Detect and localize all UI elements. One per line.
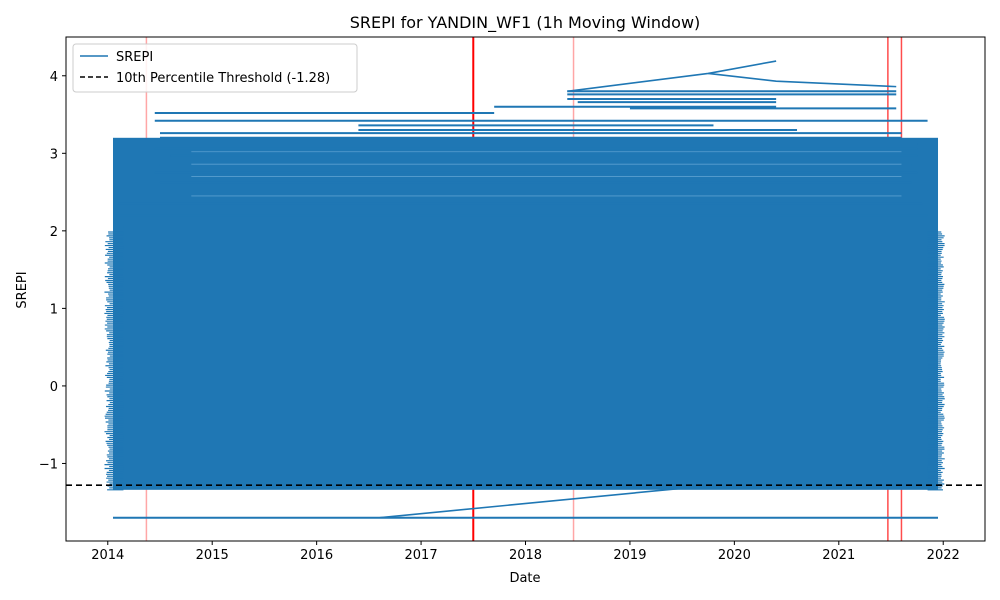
chart-title: SREPI for YANDIN_WF1 (1h Moving Window) (350, 13, 701, 33)
y-axis-ticks: −1 0 1 2 3 4 (39, 70, 66, 472)
x-tick-label: 2021 (822, 548, 855, 563)
x-tick-label: 2014 (91, 548, 124, 563)
x-tick-label: 2015 (196, 548, 229, 563)
x-tick-label: 2019 (613, 548, 646, 563)
x-tick-label: 2016 (300, 548, 333, 563)
legend-label-srepi: SREPI (116, 50, 153, 65)
x-tick-label: 2018 (509, 548, 542, 563)
y-tick-label: 0 (50, 380, 58, 395)
legend-label-threshold: 10th Percentile Threshold (-1.28) (116, 71, 330, 86)
y-tick-label: 1 (50, 302, 58, 317)
srepi-band-fill (112, 137, 939, 490)
x-tick-label: 2020 (718, 548, 751, 563)
x-axis-label: Date (509, 571, 540, 586)
x-tick-label: 2022 (927, 548, 960, 563)
legend: SREPI 10th Percentile Threshold (-1.28) (72, 43, 358, 93)
x-axis-ticks: 2014 2015 2016 2017 2018 2019 2020 2021 2022 (91, 541, 960, 563)
y-tick-label: 2 (50, 225, 58, 240)
x-tick-label: 2017 (405, 548, 438, 563)
y-tick-label: 4 (50, 70, 58, 85)
y-tick-label: −1 (39, 457, 58, 472)
y-tick-label: 3 (50, 147, 58, 162)
y-axis-label: SREPI (15, 271, 30, 308)
series-layer (104, 60, 945, 519)
srepi-spike-return (708, 72, 897, 88)
srepi-diagonal (379, 487, 683, 519)
legend-box (72, 43, 358, 93)
